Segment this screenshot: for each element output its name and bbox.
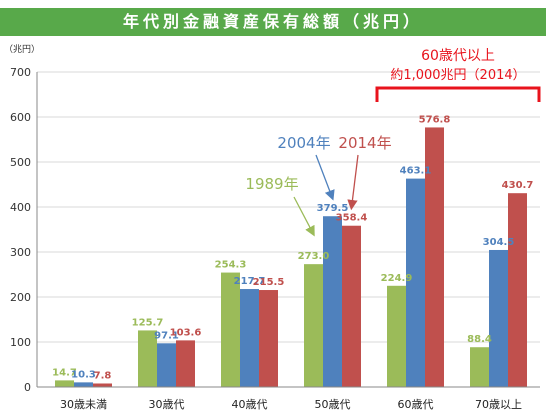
bracket — [375, 86, 541, 102]
data-label: 379.5 — [317, 203, 349, 214]
y-tick-label: 0 — [24, 381, 31, 394]
bar — [304, 264, 323, 387]
series-arrow — [315, 154, 335, 201]
series-arrow — [347, 154, 359, 211]
data-label: 7.8 — [94, 370, 112, 381]
data-label: 217.7 — [234, 276, 266, 287]
x-tick-label: 50歳代 — [315, 398, 351, 411]
data-label: 430.7 — [502, 180, 534, 191]
bar — [342, 225, 361, 387]
data-label: 254.3 — [215, 260, 247, 271]
bar — [406, 178, 425, 387]
bars — [55, 127, 527, 387]
x-tick-label: 60歳代 — [398, 398, 434, 411]
data-label: 224.9 — [381, 273, 413, 284]
y-unit-label: （兆円） — [4, 44, 40, 55]
bar — [176, 340, 195, 387]
data-label: 576.8 — [419, 114, 451, 125]
data-label: 463.1 — [400, 166, 432, 177]
bar — [240, 289, 259, 387]
data-label: 125.7 — [132, 317, 164, 328]
data-label: 97.1 — [154, 330, 179, 341]
data-label: 215.5 — [253, 277, 285, 288]
data-label: 10.3 — [71, 369, 96, 380]
y-tick-label: 500 — [10, 156, 31, 169]
bar — [138, 330, 157, 387]
y-tick-label: 700 — [10, 66, 31, 79]
bar — [489, 249, 508, 387]
bar — [93, 383, 112, 387]
x-tick-label: 70歳以上 — [475, 398, 522, 411]
y-tick-label: 300 — [10, 246, 31, 259]
data-label: 103.6 — [170, 327, 202, 338]
bar — [508, 193, 527, 387]
bar — [470, 347, 489, 387]
series-arrow — [293, 196, 315, 237]
bar — [55, 380, 74, 387]
bar — [323, 216, 342, 387]
y-tick-label: 600 — [10, 111, 31, 124]
axes: 0 100 200 300 400 500 600 700 （兆円） 30歳未満 30歳代 40歳代 5… — [4, 44, 540, 411]
bar — [221, 272, 240, 387]
data-label: 358.4 — [336, 213, 368, 224]
bar — [425, 127, 444, 387]
data-label: 304.5 — [483, 237, 515, 248]
x-tick-label: 30歳代 — [149, 398, 185, 411]
x-tick-label: 40歳代 — [232, 398, 268, 411]
annotation-line-2: 約1,000兆円（2014） — [390, 68, 525, 83]
bar — [157, 343, 176, 387]
y-tick-label: 200 — [10, 291, 31, 304]
x-tick-label: 30歳未満 — [60, 398, 107, 411]
y-tick-label: 400 — [10, 201, 31, 214]
chart-title: 年代別金融資産保有総額（兆円） — [0, 8, 546, 36]
series-label: 2014年 — [338, 134, 391, 152]
bar — [259, 290, 278, 387]
data-label: 88.4 — [467, 334, 492, 345]
data-label: 14.7 — [52, 367, 77, 378]
bar — [74, 382, 93, 387]
series-label: 2004年 — [277, 134, 330, 152]
annotation-line-1: 60歳代以上 — [421, 48, 495, 64]
gridlines — [37, 71, 540, 343]
y-tick-label: 100 — [10, 336, 31, 349]
data-label: 273.0 — [298, 251, 330, 262]
bar — [387, 285, 406, 387]
series-label: 1989年 — [245, 175, 298, 193]
